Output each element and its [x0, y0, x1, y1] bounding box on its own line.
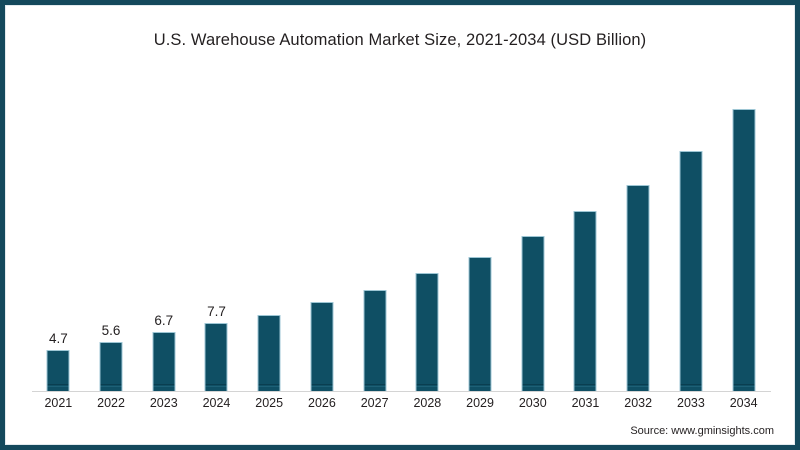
bar-base-shadow [680, 384, 702, 385]
bar-group: 4.7 [32, 70, 85, 392]
bar-group [454, 70, 507, 392]
bar-base-highlight [733, 386, 755, 387]
bar[interactable] [415, 273, 439, 392]
bar-base-highlight [416, 386, 438, 387]
bar-base-shadow [205, 384, 227, 385]
bar-base-highlight [364, 386, 386, 387]
x-axis-tick-label: 2025 [255, 396, 284, 410]
bar[interactable] [573, 211, 597, 392]
bar-base-highlight [153, 386, 175, 387]
bar-value-label: 5.6 [101, 322, 121, 338]
bar-base-shadow [733, 384, 755, 385]
bar[interactable] [626, 184, 650, 392]
bar-group [243, 70, 296, 392]
x-axis-tick-label: 2029 [466, 396, 494, 410]
x-axis-tick-label: 2033 [677, 396, 705, 410]
bar[interactable] [310, 301, 334, 392]
x-axis-tick-label: 2030 [518, 396, 547, 410]
bar-base-shadow [469, 384, 491, 385]
bar-base-shadow [47, 384, 69, 385]
bar[interactable] [679, 151, 703, 392]
bar-base-shadow [416, 384, 438, 385]
bar-group [665, 70, 718, 392]
bar-value-label: 7.7 [207, 304, 226, 320]
bar-group [348, 70, 401, 392]
x-axis-tick-label: 2032 [624, 396, 653, 410]
x-axis-tick-label: 2031 [571, 396, 600, 410]
bar[interactable] [204, 323, 228, 392]
x-axis-line [32, 391, 771, 392]
bar-group: 7.7 [190, 70, 243, 392]
bar[interactable] [46, 349, 70, 392]
bar-group [506, 70, 559, 392]
bar-base-highlight [100, 386, 122, 387]
bar-base-shadow [100, 384, 122, 385]
bar-base-shadow [364, 384, 386, 385]
plot-area: 4.7 5.6 6.7 7.7 [32, 70, 770, 392]
page-title: U.S. Warehouse Automation Market Size, 2… [153, 31, 647, 49]
bar-base-shadow [522, 384, 544, 385]
bar[interactable] [152, 332, 176, 392]
bar-base-highlight [205, 386, 227, 387]
bar[interactable] [521, 236, 545, 392]
bar[interactable] [363, 290, 387, 392]
bar-base-highlight [469, 386, 491, 387]
x-axis-tick-label: 2028 [413, 396, 442, 410]
bar-base-highlight [47, 386, 69, 387]
x-axis-tick-label: 2027 [360, 396, 389, 410]
bar[interactable] [468, 256, 492, 392]
bar-base-highlight [311, 386, 333, 387]
x-axis-tick-label: 2024 [202, 396, 231, 410]
bar-group: 6.7 [137, 70, 190, 392]
bar-group [717, 70, 770, 392]
bar-group [296, 70, 349, 392]
x-axis-tick-label: 2034 [729, 396, 758, 410]
x-axis-tick-label: 2026 [308, 396, 336, 410]
bar-base-shadow [311, 384, 333, 385]
bar[interactable] [732, 109, 756, 392]
bar-base-highlight [574, 386, 596, 387]
source-attribution: Source: www.gminsights.com [630, 425, 774, 437]
bar-group: 5.6 [85, 70, 138, 392]
bar-base-highlight [522, 386, 544, 387]
bar-value-label: 4.7 [48, 330, 68, 346]
bar-group [401, 70, 454, 392]
bar[interactable] [99, 341, 123, 392]
bar-group [612, 70, 665, 392]
bar-base-highlight [627, 386, 649, 387]
x-axis-tick-label: 2021 [44, 396, 73, 410]
bar-base-shadow [258, 384, 280, 385]
bar-base-shadow [153, 384, 175, 385]
x-axis-tick-label: 2023 [149, 396, 178, 410]
bar-base-shadow [627, 384, 649, 385]
bar-group [559, 70, 612, 392]
bar-value-label: 6.7 [154, 313, 174, 329]
x-axis-tick-label: 2022 [97, 396, 125, 410]
bar[interactable] [257, 315, 281, 392]
bar-base-highlight [680, 386, 702, 387]
bar-base-highlight [258, 386, 280, 387]
bar-base-shadow [574, 384, 596, 385]
